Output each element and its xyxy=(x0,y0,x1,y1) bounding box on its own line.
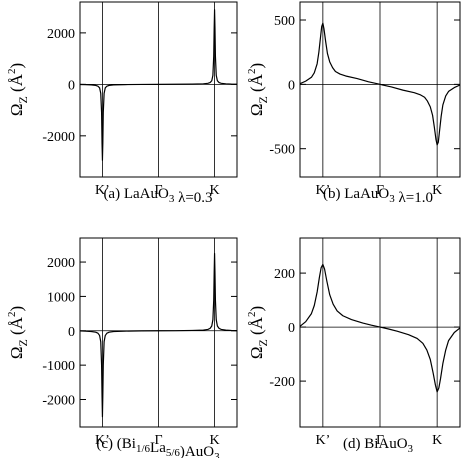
y-axis-label: ΩZ (Å2) xyxy=(6,63,30,116)
series-line xyxy=(299,263,461,393)
y-tick-label: 0 xyxy=(68,78,75,93)
panel-caption: (c) (Bi1/6La5/6)AuO3 xyxy=(96,436,220,458)
y-tick-label: 2000 xyxy=(47,27,75,42)
y-tick-label: 500 xyxy=(274,14,295,29)
panel-d: K’ Γ K 200 0 -200 ΩZ (Å2) (d) BiAuO3 xyxy=(246,237,461,455)
x-tick-label: Γ xyxy=(376,433,384,448)
x-tick-label: K’ xyxy=(95,433,110,448)
y-tick-label: -2000 xyxy=(42,130,75,145)
series-line xyxy=(79,252,238,418)
y-tick-label: 1000 xyxy=(47,290,75,305)
x-tick-label: K’ xyxy=(95,183,110,198)
x-tick-label: K’ xyxy=(315,183,330,198)
y-tick-label: -1000 xyxy=(42,359,75,374)
y-tick-label: 200 xyxy=(274,267,295,282)
x-tick-label: Γ xyxy=(376,183,384,198)
x-tick-label: K xyxy=(432,183,442,198)
y-tick-label: -200 xyxy=(269,375,295,390)
panel-a: K’ Γ K 2000 0 -2000 ΩZ (Å2) (a) LaAuO3 λ=0.3 xyxy=(6,1,238,206)
y-axis-label: ΩZ (Å2) xyxy=(246,306,270,359)
panel-caption: (d) BiAuO3 xyxy=(343,436,414,455)
panel-caption: (b) LaAuO3 λ=1.0 xyxy=(323,186,433,206)
y-tick-label: 0 xyxy=(288,78,295,93)
x-tick-label: Γ xyxy=(154,183,162,198)
panel-caption: (a) LaAuO3 λ=0.3 xyxy=(103,186,212,206)
x-tick-label: K xyxy=(210,183,220,198)
y-axis-label: ΩZ (Å2) xyxy=(246,63,270,116)
series-line xyxy=(79,9,238,161)
panel-c: K’ Γ K 2000 1000 0 -1000 -2000 ΩZ (Å2) (c) (Bi1/6… xyxy=(6,237,238,458)
x-tick-label: K xyxy=(432,433,442,448)
y-tick-label: -500 xyxy=(269,143,295,158)
panel-b: K’ Γ K 500 0 -500 ΩZ (Å2) (b) LaAuO3 λ=1.0 xyxy=(246,1,461,206)
y-tick-label: -2000 xyxy=(42,394,75,409)
y-axis-label: ΩZ (Å2) xyxy=(6,306,30,359)
x-tick-label: K xyxy=(210,433,220,448)
y-tick-label: 0 xyxy=(288,321,295,336)
y-tick-label: 0 xyxy=(68,325,75,340)
series-line xyxy=(299,22,461,146)
x-tick-label: Γ xyxy=(154,433,162,448)
x-tick-label: K’ xyxy=(315,433,330,448)
y-tick-label: 2000 xyxy=(47,256,75,271)
